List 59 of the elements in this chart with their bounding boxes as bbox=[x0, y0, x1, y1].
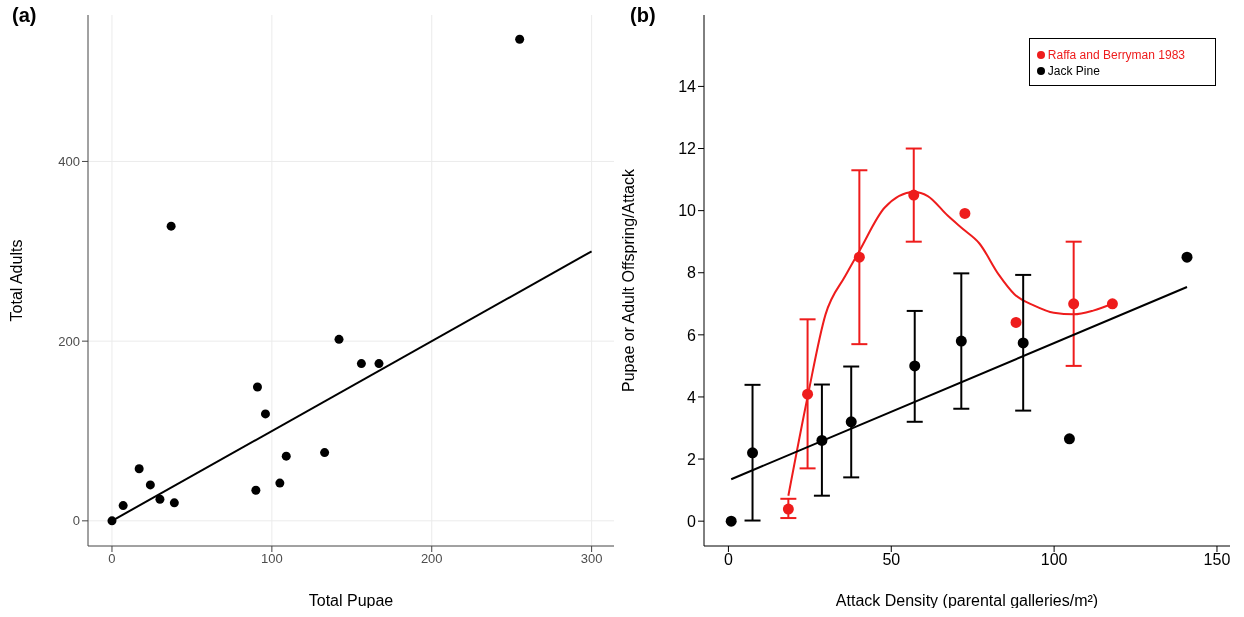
x-tick-label: 200 bbox=[420, 551, 443, 567]
x-tick-label: 0 bbox=[108, 551, 116, 567]
point bbox=[725, 515, 737, 527]
chart-title: (a) bbox=[12, 4, 37, 27]
point bbox=[955, 335, 967, 347]
point bbox=[959, 207, 971, 219]
point bbox=[782, 503, 794, 515]
y-tick-label: 200 bbox=[58, 333, 80, 349]
x-tick-label: 150 bbox=[1203, 551, 1231, 569]
point bbox=[155, 494, 165, 504]
point bbox=[107, 516, 117, 526]
point bbox=[169, 498, 179, 508]
point bbox=[1068, 298, 1080, 310]
point bbox=[1106, 298, 1118, 310]
x-tick-label: 50 bbox=[882, 551, 901, 569]
y-tick-label: 4 bbox=[687, 388, 697, 406]
point bbox=[275, 478, 285, 488]
point bbox=[853, 251, 865, 263]
point bbox=[802, 388, 814, 400]
y-tick-label: 10 bbox=[678, 202, 697, 220]
point bbox=[374, 359, 384, 369]
point bbox=[281, 451, 291, 461]
point bbox=[145, 480, 155, 490]
y-tick-label: 6 bbox=[687, 326, 697, 344]
y-tick-label: 14 bbox=[678, 78, 697, 96]
point bbox=[845, 416, 857, 428]
point bbox=[118, 501, 128, 511]
y-axis-title: Pupae or Adult Offspring/Attack bbox=[619, 168, 637, 392]
point bbox=[1017, 337, 1029, 349]
point bbox=[515, 34, 525, 44]
point bbox=[1063, 433, 1075, 445]
point bbox=[134, 464, 144, 474]
legend-label: Jack Pine bbox=[1047, 63, 1100, 79]
point bbox=[252, 382, 262, 392]
y-tick-label: 0 bbox=[687, 512, 697, 530]
y-tick-label: 400 bbox=[58, 154, 80, 170]
point bbox=[747, 447, 759, 459]
y-tick-label: 8 bbox=[687, 264, 697, 282]
y-tick-label: 0 bbox=[72, 513, 80, 529]
point bbox=[356, 359, 366, 369]
point bbox=[260, 409, 270, 419]
x-tick-label: 100 bbox=[1040, 551, 1068, 569]
point bbox=[1181, 251, 1193, 263]
x-tick-label: 100 bbox=[261, 551, 283, 567]
y-tick-label: 12 bbox=[678, 140, 697, 158]
legend-label: Raffa and Berryman 1983 bbox=[1047, 47, 1185, 63]
y-tick-label: 2 bbox=[687, 450, 697, 468]
point bbox=[334, 334, 344, 344]
point bbox=[909, 360, 921, 372]
x-tick-label: 0 bbox=[723, 551, 733, 569]
chart-title: (b) bbox=[630, 4, 656, 27]
point bbox=[166, 221, 176, 231]
point bbox=[908, 189, 920, 201]
point bbox=[251, 485, 261, 495]
y-axis-title: Total Adults bbox=[7, 239, 25, 322]
point bbox=[1010, 316, 1022, 328]
point bbox=[816, 434, 828, 446]
point bbox=[320, 448, 330, 458]
x-tick-label: 300 bbox=[580, 551, 603, 567]
